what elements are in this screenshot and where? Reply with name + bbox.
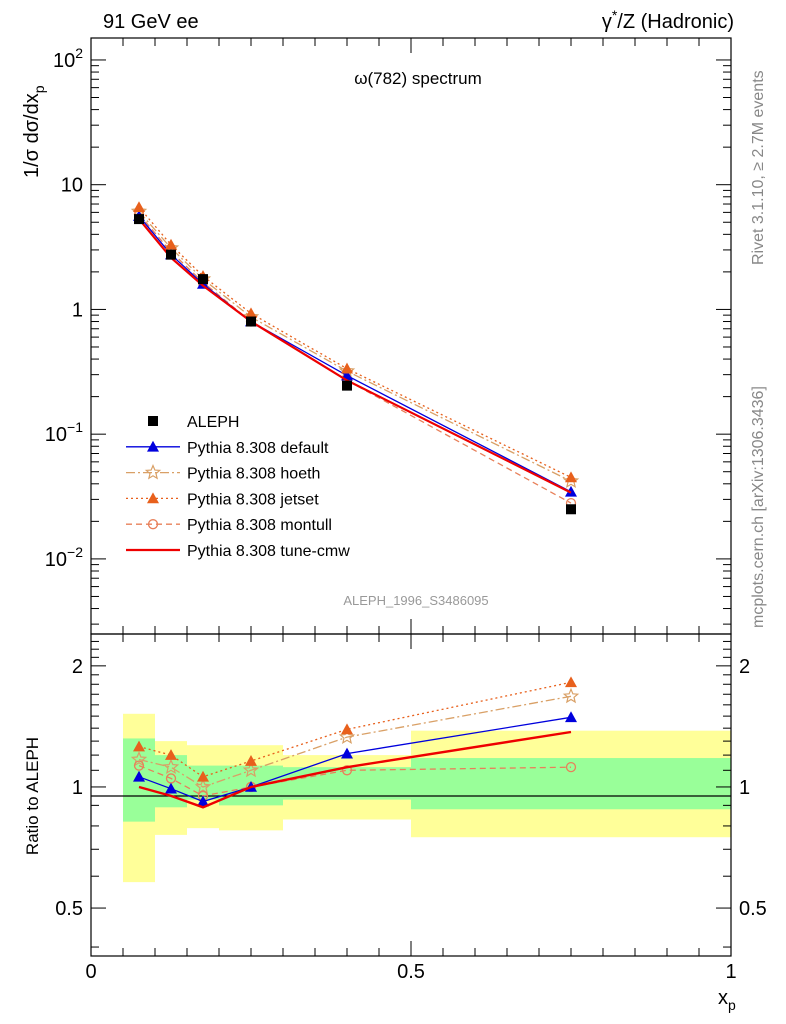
ratio-marker bbox=[133, 740, 145, 752]
ratio-marker bbox=[133, 770, 145, 782]
rivet-version-label: Rivet 3.1.10, ≥ 2.7M events bbox=[750, 70, 767, 265]
ratio-marker bbox=[197, 795, 209, 807]
x-tick-label: 0 bbox=[85, 961, 96, 983]
legend-label: Pythia 8.308 hoeth bbox=[187, 466, 320, 483]
x-tick-label: 0.5 bbox=[397, 961, 425, 983]
series-marker bbox=[565, 485, 577, 497]
ratio-marker bbox=[341, 765, 353, 776]
data-point bbox=[246, 316, 256, 327]
ratio-marker bbox=[341, 747, 353, 759]
analysis-watermark: ALEPH_1996_S3486095 bbox=[343, 593, 488, 608]
plot-title: ω(782) spectrum bbox=[354, 69, 482, 88]
data-point bbox=[566, 504, 576, 515]
header-right-label: γ*/Z (Hadronic) bbox=[602, 7, 734, 33]
ratio-marker bbox=[165, 749, 177, 760]
series-marker bbox=[341, 362, 353, 374]
series-line bbox=[138, 218, 572, 494]
x-axis-label: xp bbox=[718, 987, 736, 1013]
ratio-panel: 2 2 1 1 0.5 0.5 0 0.5 1 Ratio to ALEPH xp bbox=[23, 633, 767, 1013]
legend-label: Pythia 8.308 tune-cmw bbox=[187, 543, 350, 560]
series-line bbox=[138, 211, 572, 482]
main-y-axis-label: 1/σ dσ/dxp bbox=[21, 85, 47, 178]
ratio-marker bbox=[565, 676, 577, 688]
ratio-marker bbox=[565, 762, 577, 773]
legend-label: ALEPH bbox=[187, 414, 239, 431]
ratio-series bbox=[130, 676, 580, 809]
ratio-marker bbox=[562, 687, 580, 704]
y-tick-label: 10 bbox=[61, 175, 83, 197]
ratio-marker bbox=[165, 782, 177, 794]
ratio-y-tick-label-left: 2 bbox=[72, 656, 83, 678]
data-point bbox=[166, 249, 176, 260]
legend: ALEPH Pythia 8.308 default Pythia 8.308 ho… bbox=[126, 414, 350, 560]
ratio-line bbox=[138, 716, 572, 803]
legend-marker bbox=[148, 416, 158, 426]
legend-label: Pythia 8.308 montull bbox=[187, 517, 332, 534]
ratio-marker bbox=[338, 728, 356, 745]
main-ticks: 102 10 1 10−1 10−2 bbox=[45, 38, 732, 634]
aleph-data-points bbox=[134, 214, 576, 515]
main-panel: 102 10 1 10−1 10−2 ω(782) spectrum ALEPH_199… bbox=[21, 37, 732, 635]
series-line bbox=[138, 213, 572, 504]
ratio-y-axis-label: Ratio to ALEPH bbox=[23, 737, 42, 855]
legend-label: Pythia 8.308 jetset bbox=[187, 491, 319, 508]
ratio-marker bbox=[162, 758, 180, 775]
series-marker bbox=[165, 238, 177, 250]
series-line bbox=[138, 206, 572, 478]
ratio-marker bbox=[245, 755, 257, 766]
legend-marker bbox=[147, 519, 159, 530]
y-tick-label: 10−1 bbox=[45, 419, 83, 446]
series-marker bbox=[133, 201, 145, 213]
ratio-y-tick-label-left: 1 bbox=[72, 777, 83, 799]
x-tick-label: 1 bbox=[725, 961, 736, 983]
ratio-y-tick-label-left: 0.5 bbox=[55, 898, 83, 920]
ratio-marker bbox=[565, 711, 577, 723]
header-left-label: 91 GeV ee bbox=[103, 11, 199, 33]
ratio-marker bbox=[242, 761, 260, 778]
mcplots-label: mcplots.cern.ch [arXiv:1306.3436] bbox=[750, 386, 767, 628]
legend-marker bbox=[147, 492, 159, 504]
ratio-line bbox=[138, 730, 572, 809]
ratio-marker bbox=[130, 750, 148, 767]
data-point bbox=[198, 274, 208, 285]
ratio-marker bbox=[194, 778, 212, 794]
y-tick-label: 10−2 bbox=[45, 544, 83, 571]
legend-label: Pythia 8.308 default bbox=[187, 440, 329, 457]
ratio-marker bbox=[197, 770, 209, 782]
ratio-y-tick-label-right: 0.5 bbox=[739, 898, 767, 920]
series-marker bbox=[565, 471, 577, 483]
series-marker bbox=[562, 472, 580, 489]
ratio-frame bbox=[90, 633, 732, 957]
ratio-line bbox=[138, 681, 572, 778]
legend-marker bbox=[147, 440, 159, 452]
ratio-line bbox=[138, 695, 572, 788]
ratio-marker bbox=[133, 760, 145, 771]
ratio-line bbox=[138, 764, 572, 797]
ratio-y-tick-label-right: 2 bbox=[739, 656, 750, 678]
main-series bbox=[130, 201, 580, 509]
ratio-marker bbox=[341, 723, 353, 735]
data-point bbox=[342, 380, 352, 391]
ratio-y-tick-label-right: 1 bbox=[739, 777, 750, 799]
series-marker bbox=[245, 307, 257, 319]
stat-uncertainty-band bbox=[411, 758, 731, 810]
y-tick-label: 1 bbox=[72, 299, 83, 321]
data-point bbox=[134, 214, 144, 225]
stat-uncertainty-band bbox=[187, 765, 219, 800]
legend-marker bbox=[144, 464, 162, 480]
stat-uncertainty-band bbox=[283, 767, 411, 800]
y-tick-label: 102 bbox=[53, 45, 83, 72]
